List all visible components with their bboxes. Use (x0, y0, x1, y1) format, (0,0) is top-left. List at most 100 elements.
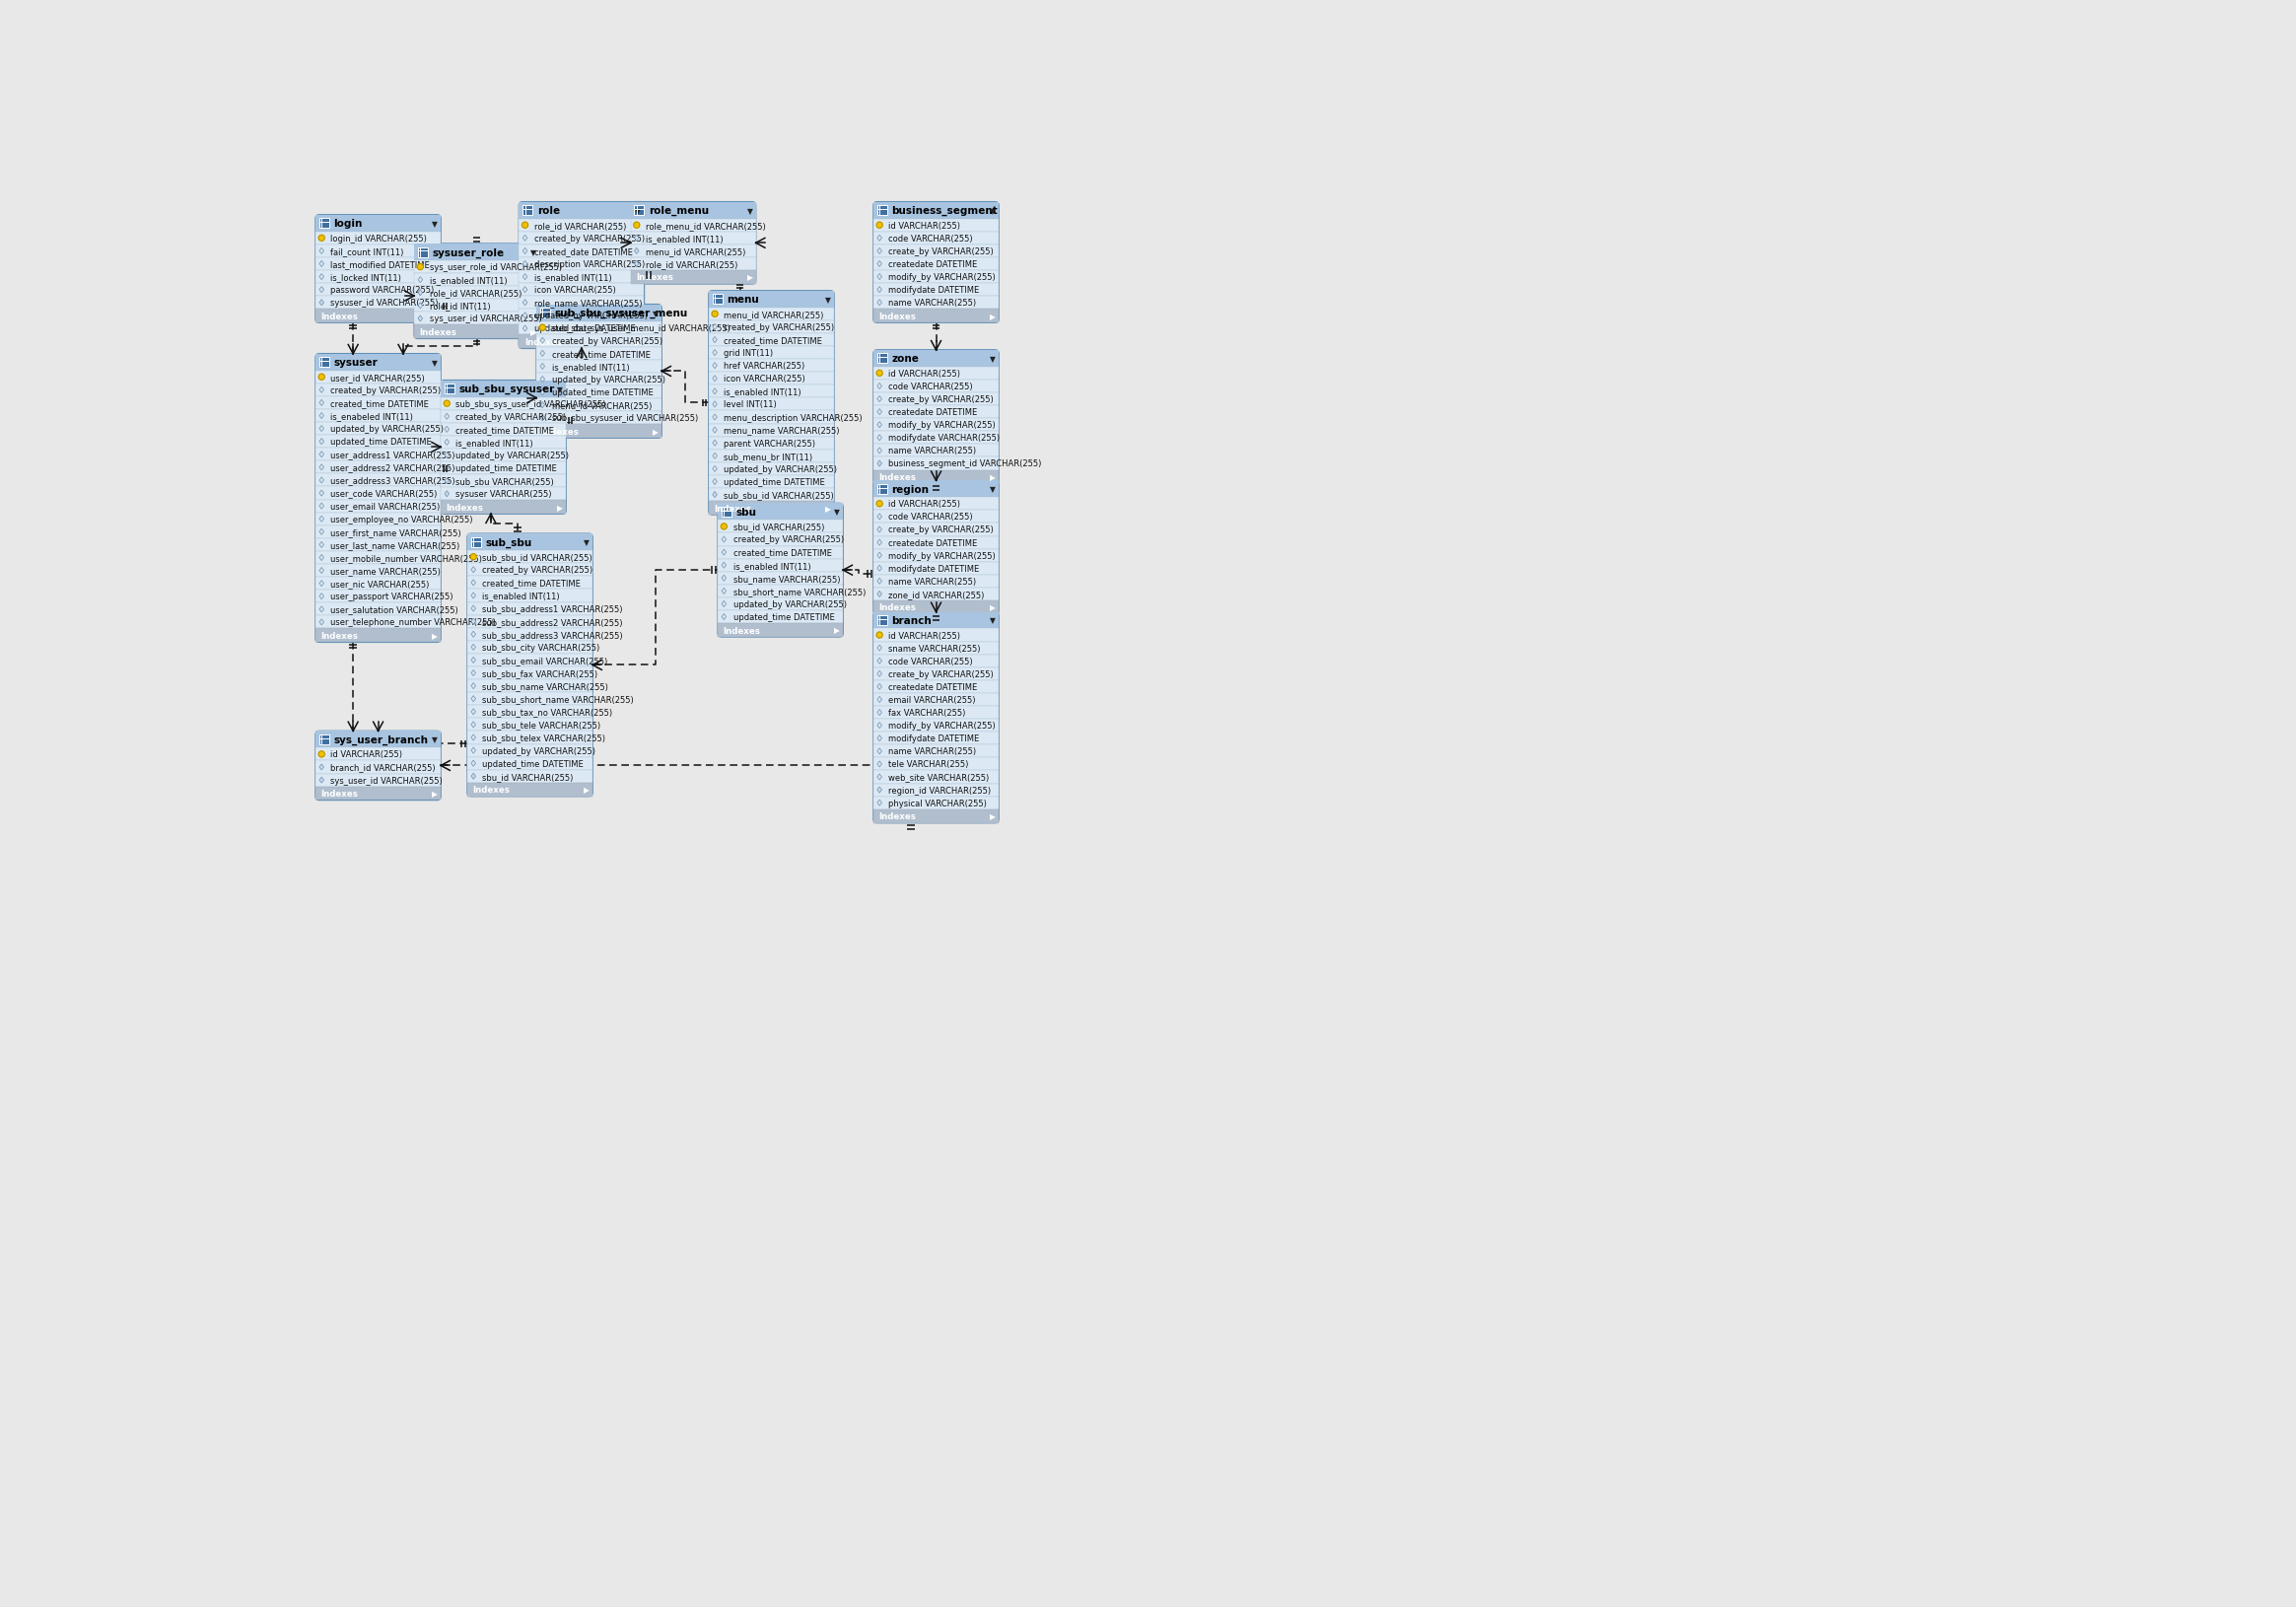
Polygon shape (877, 723, 882, 730)
Text: modifydate DATETIME: modifydate DATETIME (889, 564, 980, 574)
FancyBboxPatch shape (872, 612, 999, 824)
Bar (519, 272, 645, 284)
Text: code VARCHAR(255): code VARCHAR(255) (889, 382, 974, 391)
Text: createdate DATETIME: createdate DATETIME (889, 538, 978, 548)
Text: modifydate DATETIME: modifydate DATETIME (889, 286, 980, 294)
Polygon shape (877, 659, 882, 664)
Polygon shape (540, 376, 544, 382)
Bar (519, 259, 645, 272)
Polygon shape (712, 363, 716, 370)
Polygon shape (877, 685, 882, 689)
Bar (315, 538, 441, 551)
Polygon shape (319, 542, 324, 548)
Polygon shape (319, 765, 324, 771)
Bar (413, 313, 540, 326)
Polygon shape (445, 415, 450, 419)
Text: user_nic VARCHAR(255): user_nic VARCHAR(255) (331, 580, 429, 588)
Polygon shape (471, 709, 475, 715)
Text: sbu_id VARCHAR(255): sbu_id VARCHAR(255) (732, 522, 824, 532)
Text: login_id VARCHAR(255): login_id VARCHAR(255) (331, 235, 427, 243)
Text: is_enabled INT(11): is_enabled INT(11) (482, 591, 560, 601)
Text: role_menu: role_menu (650, 206, 709, 215)
Text: icon VARCHAR(255): icon VARCHAR(255) (723, 374, 806, 384)
Text: is_enabeled INT(11): is_enabeled INT(11) (331, 411, 413, 421)
Bar (872, 480, 999, 498)
Text: created_by VARCHAR(255): created_by VARCHAR(255) (482, 566, 592, 575)
Text: sub_sbu_id VARCHAR(255): sub_sbu_id VARCHAR(255) (723, 490, 833, 500)
Text: last_modified DATETIME: last_modified DATETIME (331, 260, 429, 268)
Text: ▼: ▼ (824, 296, 831, 304)
Text: sname VARCHAR(255): sname VARCHAR(255) (889, 644, 980, 652)
Bar (315, 310, 441, 323)
Polygon shape (877, 749, 882, 755)
Text: is_enabled INT(11): is_enabled INT(11) (551, 363, 629, 371)
Polygon shape (540, 337, 544, 344)
Polygon shape (319, 477, 324, 484)
Text: sysuser_id VARCHAR(255): sysuser_id VARCHAR(255) (331, 299, 439, 307)
Text: user_address1 VARCHAR(255): user_address1 VARCHAR(255) (331, 450, 455, 460)
Text: name VARCHAR(255): name VARCHAR(255) (889, 577, 976, 587)
Polygon shape (877, 540, 882, 546)
Bar (872, 233, 999, 246)
Polygon shape (319, 580, 324, 587)
Bar (315, 233, 441, 246)
Text: updated_by VARCHAR(255): updated_by VARCHAR(255) (457, 452, 569, 460)
Text: updated_time DATETIME: updated_time DATETIME (482, 759, 583, 768)
Bar (872, 784, 999, 797)
Bar (877, 485, 886, 495)
FancyBboxPatch shape (707, 291, 836, 516)
Polygon shape (877, 710, 882, 717)
Circle shape (877, 223, 882, 228)
Text: created_time DATETIME: created_time DATETIME (482, 579, 581, 588)
Bar (872, 419, 999, 432)
FancyBboxPatch shape (629, 202, 758, 286)
Circle shape (877, 371, 882, 376)
Text: Indexes: Indexes (321, 312, 358, 321)
Polygon shape (319, 426, 324, 432)
Polygon shape (877, 787, 882, 794)
Bar (519, 284, 645, 297)
Polygon shape (523, 275, 528, 281)
Text: role_id VARCHAR(255): role_id VARCHAR(255) (535, 222, 627, 230)
Text: Indexes: Indexes (523, 337, 563, 347)
Bar (315, 487, 441, 500)
Polygon shape (877, 301, 882, 307)
Bar (519, 246, 645, 259)
Text: sysuser VARCHAR(255): sysuser VARCHAR(255) (457, 490, 551, 498)
Bar (709, 321, 833, 334)
Polygon shape (319, 249, 324, 254)
Polygon shape (418, 317, 422, 321)
Text: is_enabled INT(11): is_enabled INT(11) (429, 276, 507, 284)
Bar (315, 423, 441, 435)
Bar (319, 358, 328, 368)
Text: Indexes: Indexes (879, 812, 916, 821)
Text: menu_id VARCHAR(255): menu_id VARCHAR(255) (645, 247, 746, 256)
Text: business_segment: business_segment (891, 206, 999, 215)
Bar (315, 590, 441, 603)
Text: sub_sbu_sysuser_id VARCHAR(255): sub_sbu_sysuser_id VARCHAR(255) (551, 415, 698, 423)
FancyBboxPatch shape (872, 202, 999, 325)
Text: Indexes: Indexes (879, 472, 916, 482)
Bar (719, 585, 843, 598)
Text: ▶: ▶ (990, 472, 996, 482)
Text: user_email VARCHAR(255): user_email VARCHAR(255) (331, 501, 441, 511)
Text: ▶: ▶ (990, 812, 996, 821)
Text: updated_time DATETIME: updated_time DATETIME (331, 437, 432, 447)
Polygon shape (877, 800, 882, 807)
Polygon shape (471, 593, 475, 599)
Polygon shape (721, 588, 726, 595)
Text: ▶: ▶ (833, 627, 840, 635)
Bar (315, 787, 441, 800)
Polygon shape (712, 389, 716, 395)
Text: role_id INT(11): role_id INT(11) (429, 302, 489, 310)
Bar (631, 220, 755, 233)
Text: login: login (333, 219, 363, 228)
Bar (468, 615, 592, 628)
Text: sub_sbu_telex VARCHAR(255): sub_sbu_telex VARCHAR(255) (482, 733, 606, 742)
Text: user_id VARCHAR(255): user_id VARCHAR(255) (331, 373, 425, 382)
Bar (631, 246, 755, 259)
Bar (540, 309, 551, 318)
Text: name VARCHAR(255): name VARCHAR(255) (889, 747, 976, 755)
Text: updated_date DATETIME: updated_date DATETIME (535, 325, 636, 334)
Bar (719, 505, 843, 521)
